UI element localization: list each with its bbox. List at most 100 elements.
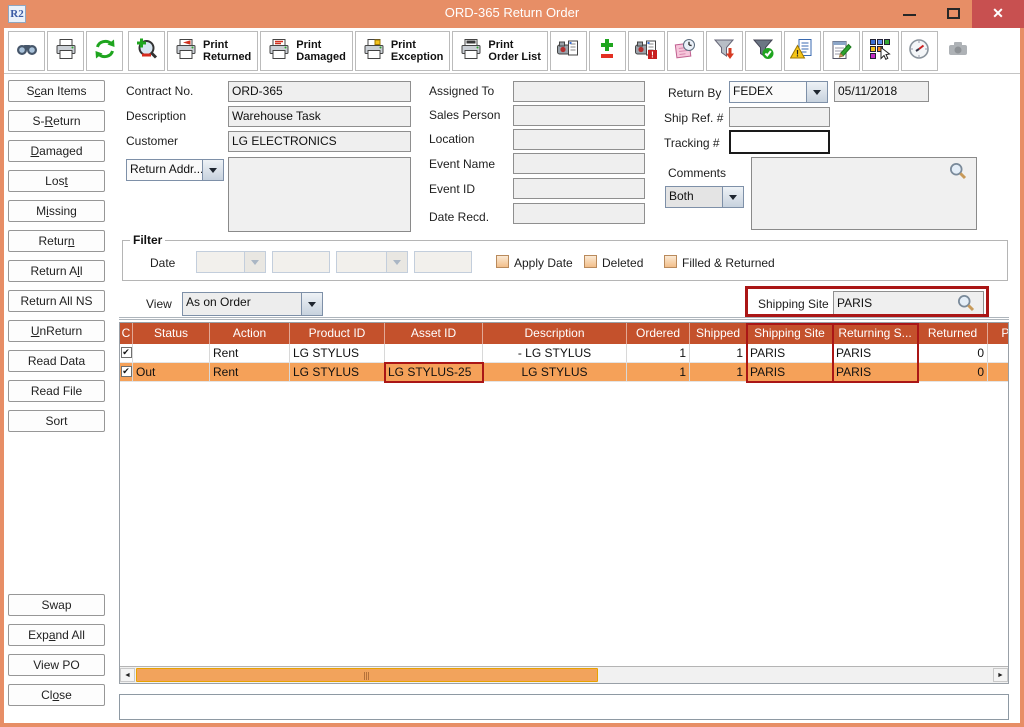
cell-shipped[interactable]: 1 — [690, 344, 747, 362]
sidebar-button-s-return[interactable]: S-Return — [8, 110, 105, 132]
printer-button[interactable] — [47, 31, 84, 71]
view-dropdown[interactable]: As on Order — [182, 292, 323, 316]
row-checkbox[interactable]: ✔ — [120, 347, 132, 358]
filter-date-field-1[interactable] — [272, 251, 330, 273]
print-damaged-button[interactable]: Print Damaged — [260, 31, 353, 71]
notes-button[interactable] — [822, 31, 860, 71]
shipping-site-search-icon[interactable] — [956, 293, 976, 313]
add-remove-button[interactable] — [588, 31, 626, 71]
column-header-asset-id[interactable]: Asset ID — [385, 323, 483, 344]
return-addr-dropdown[interactable]: Return Addr... — [126, 159, 224, 181]
sidebar-button-lost[interactable]: Lost — [8, 170, 105, 192]
tracking-field[interactable] — [729, 130, 830, 154]
scan-order-button[interactable] — [549, 31, 587, 71]
sidebar-button-scan-items[interactable]: Scan Items — [8, 80, 105, 102]
column-header-description[interactable]: Description — [483, 323, 627, 344]
filter-date-field-2[interactable] — [414, 251, 472, 273]
column-header-shipped[interactable]: Shipped — [690, 323, 747, 344]
cell-po[interactable] — [988, 344, 1008, 362]
contract-field[interactable]: ORD-365 — [228, 81, 411, 102]
description-field[interactable]: Warehouse Task — [228, 106, 411, 127]
cell-returned[interactable]: 0 — [918, 363, 988, 381]
ship-ref-field[interactable] — [729, 107, 830, 127]
bottom-status-field[interactable] — [119, 694, 1009, 720]
cell-ordered[interactable]: 1 — [627, 344, 690, 362]
horizontal-scrollbar[interactable] — [120, 666, 1008, 683]
filter-date-dropdown-1[interactable] — [196, 251, 266, 273]
sales-field[interactable] — [513, 105, 645, 126]
row-checkbox[interactable]: ✔ — [120, 366, 132, 377]
close-button[interactable] — [972, 0, 1024, 28]
cell-product-id[interactable]: LG STYLUS — [290, 363, 385, 381]
cell-description[interactable]: LG STYLUS — [483, 363, 627, 381]
sidebar-button-damaged[interactable]: Damaged — [8, 140, 105, 162]
time-button[interactable] — [900, 31, 938, 71]
sidebar-button-swap[interactable]: Swap — [8, 594, 105, 616]
table-row[interactable]: ✔ Out Rent LG STYLUS LG STYLUS-25 LG STYLUS 1 1… — [120, 363, 1008, 382]
comments-textarea[interactable] — [751, 157, 977, 230]
table-row[interactable]: ✔ Rent LG STYLUS - LG STYLUS 1 1 PARIS PARIS 0 — [120, 344, 1008, 363]
chevron-down-icon[interactable] — [806, 82, 827, 102]
column-header-shipping-site[interactable]: Shipping Site — [747, 323, 833, 344]
column-header-status[interactable]: Status — [133, 323, 210, 344]
print-exception-button[interactable]: Print Exception — [354, 31, 451, 71]
minimize-button[interactable] — [903, 14, 916, 16]
binoculars-button[interactable] — [8, 31, 45, 71]
cell-returning-s[interactable]: PARIS — [833, 344, 918, 362]
zoom-button[interactable] — [128, 31, 165, 71]
column-header-ordered[interactable]: Ordered — [627, 323, 690, 344]
event-name-field[interactable] — [513, 153, 645, 174]
chevron-down-icon[interactable] — [722, 187, 743, 207]
sidebar-button-return-all[interactable]: Return All — [8, 260, 105, 282]
column-header-returned[interactable]: Returned — [918, 323, 988, 344]
column-header-c[interactable]: C — [120, 323, 133, 344]
cell-shipping-site[interactable]: PARIS — [747, 363, 833, 381]
cell-asset-id[interactable]: LG STYLUS-25 — [385, 363, 483, 381]
scroll-left-button[interactable] — [120, 668, 135, 682]
comments-filter-dropdown[interactable]: Both — [665, 186, 744, 208]
cell-description[interactable]: - LG STYLUS — [483, 344, 627, 362]
comments-search-icon[interactable] — [948, 161, 968, 181]
column-header-product-id[interactable]: Product ID — [290, 323, 385, 344]
refresh-button[interactable] — [86, 31, 123, 71]
sidebar-button-view-po[interactable]: View PO — [8, 654, 105, 676]
cell-returning-s[interactable]: PARIS — [833, 363, 918, 381]
assigned-field[interactable] — [513, 81, 645, 102]
cell-ordered[interactable]: 1 — [627, 363, 690, 381]
cell-action[interactable]: Rent — [210, 344, 290, 362]
sidebar-button-return-all-ns[interactable]: Return All NS — [8, 290, 105, 312]
maximize-button[interactable] — [947, 8, 960, 19]
cell-action[interactable]: Rent — [210, 363, 290, 381]
filter-checkbox-filled-returned[interactable] — [664, 255, 677, 268]
sidebar-button-read-file[interactable]: Read File — [8, 380, 105, 402]
return-date-field[interactable]: 05/11/2018 — [834, 81, 929, 102]
cell-status[interactable] — [133, 344, 210, 362]
customer-field[interactable]: LG ELECTRONICS — [228, 131, 411, 152]
sidebar-button-expand-all[interactable]: Expand All — [8, 624, 105, 646]
scan-alert-button[interactable]: ! — [627, 31, 665, 71]
filter-apply-button[interactable] — [705, 31, 743, 71]
filter-checkbox-apply-date[interactable] — [496, 255, 509, 268]
sidebar-button-unreturn[interactable]: UnReturn — [8, 320, 105, 342]
chevron-down-icon[interactable] — [202, 160, 223, 180]
cell-po[interactable] — [988, 363, 1008, 381]
sidebar-button-missing[interactable]: Missing — [8, 200, 105, 222]
return-by-dropdown[interactable]: FEDEX — [729, 81, 828, 103]
sidebar-button-close[interactable]: Close — [8, 684, 105, 706]
cell-status[interactable]: Out — [133, 363, 210, 381]
return-addr-textarea[interactable] — [228, 157, 411, 232]
scrollbar-thumb[interactable] — [136, 668, 598, 682]
print-returned-button[interactable]: Print Returned — [167, 31, 259, 71]
schedule-note-button[interactable] — [666, 31, 704, 71]
titlebar[interactable]: R2 ORD-365 Return Order — [0, 0, 1024, 28]
exception-report-button[interactable]: ! — [783, 31, 821, 71]
date-recd-field[interactable] — [513, 203, 645, 224]
chevron-down-icon[interactable] — [301, 293, 322, 315]
event-id-field[interactable] — [513, 178, 645, 199]
filter-date-dropdown-2[interactable] — [336, 251, 408, 273]
cell-product-id[interactable]: LG STYLUS — [290, 344, 385, 362]
filter-checkbox-deleted[interactable] — [584, 255, 597, 268]
print-orderlist-button[interactable]: Print Order List — [452, 31, 548, 71]
cell-returned[interactable]: 0 — [918, 344, 988, 362]
column-header-action[interactable]: Action — [210, 323, 290, 344]
